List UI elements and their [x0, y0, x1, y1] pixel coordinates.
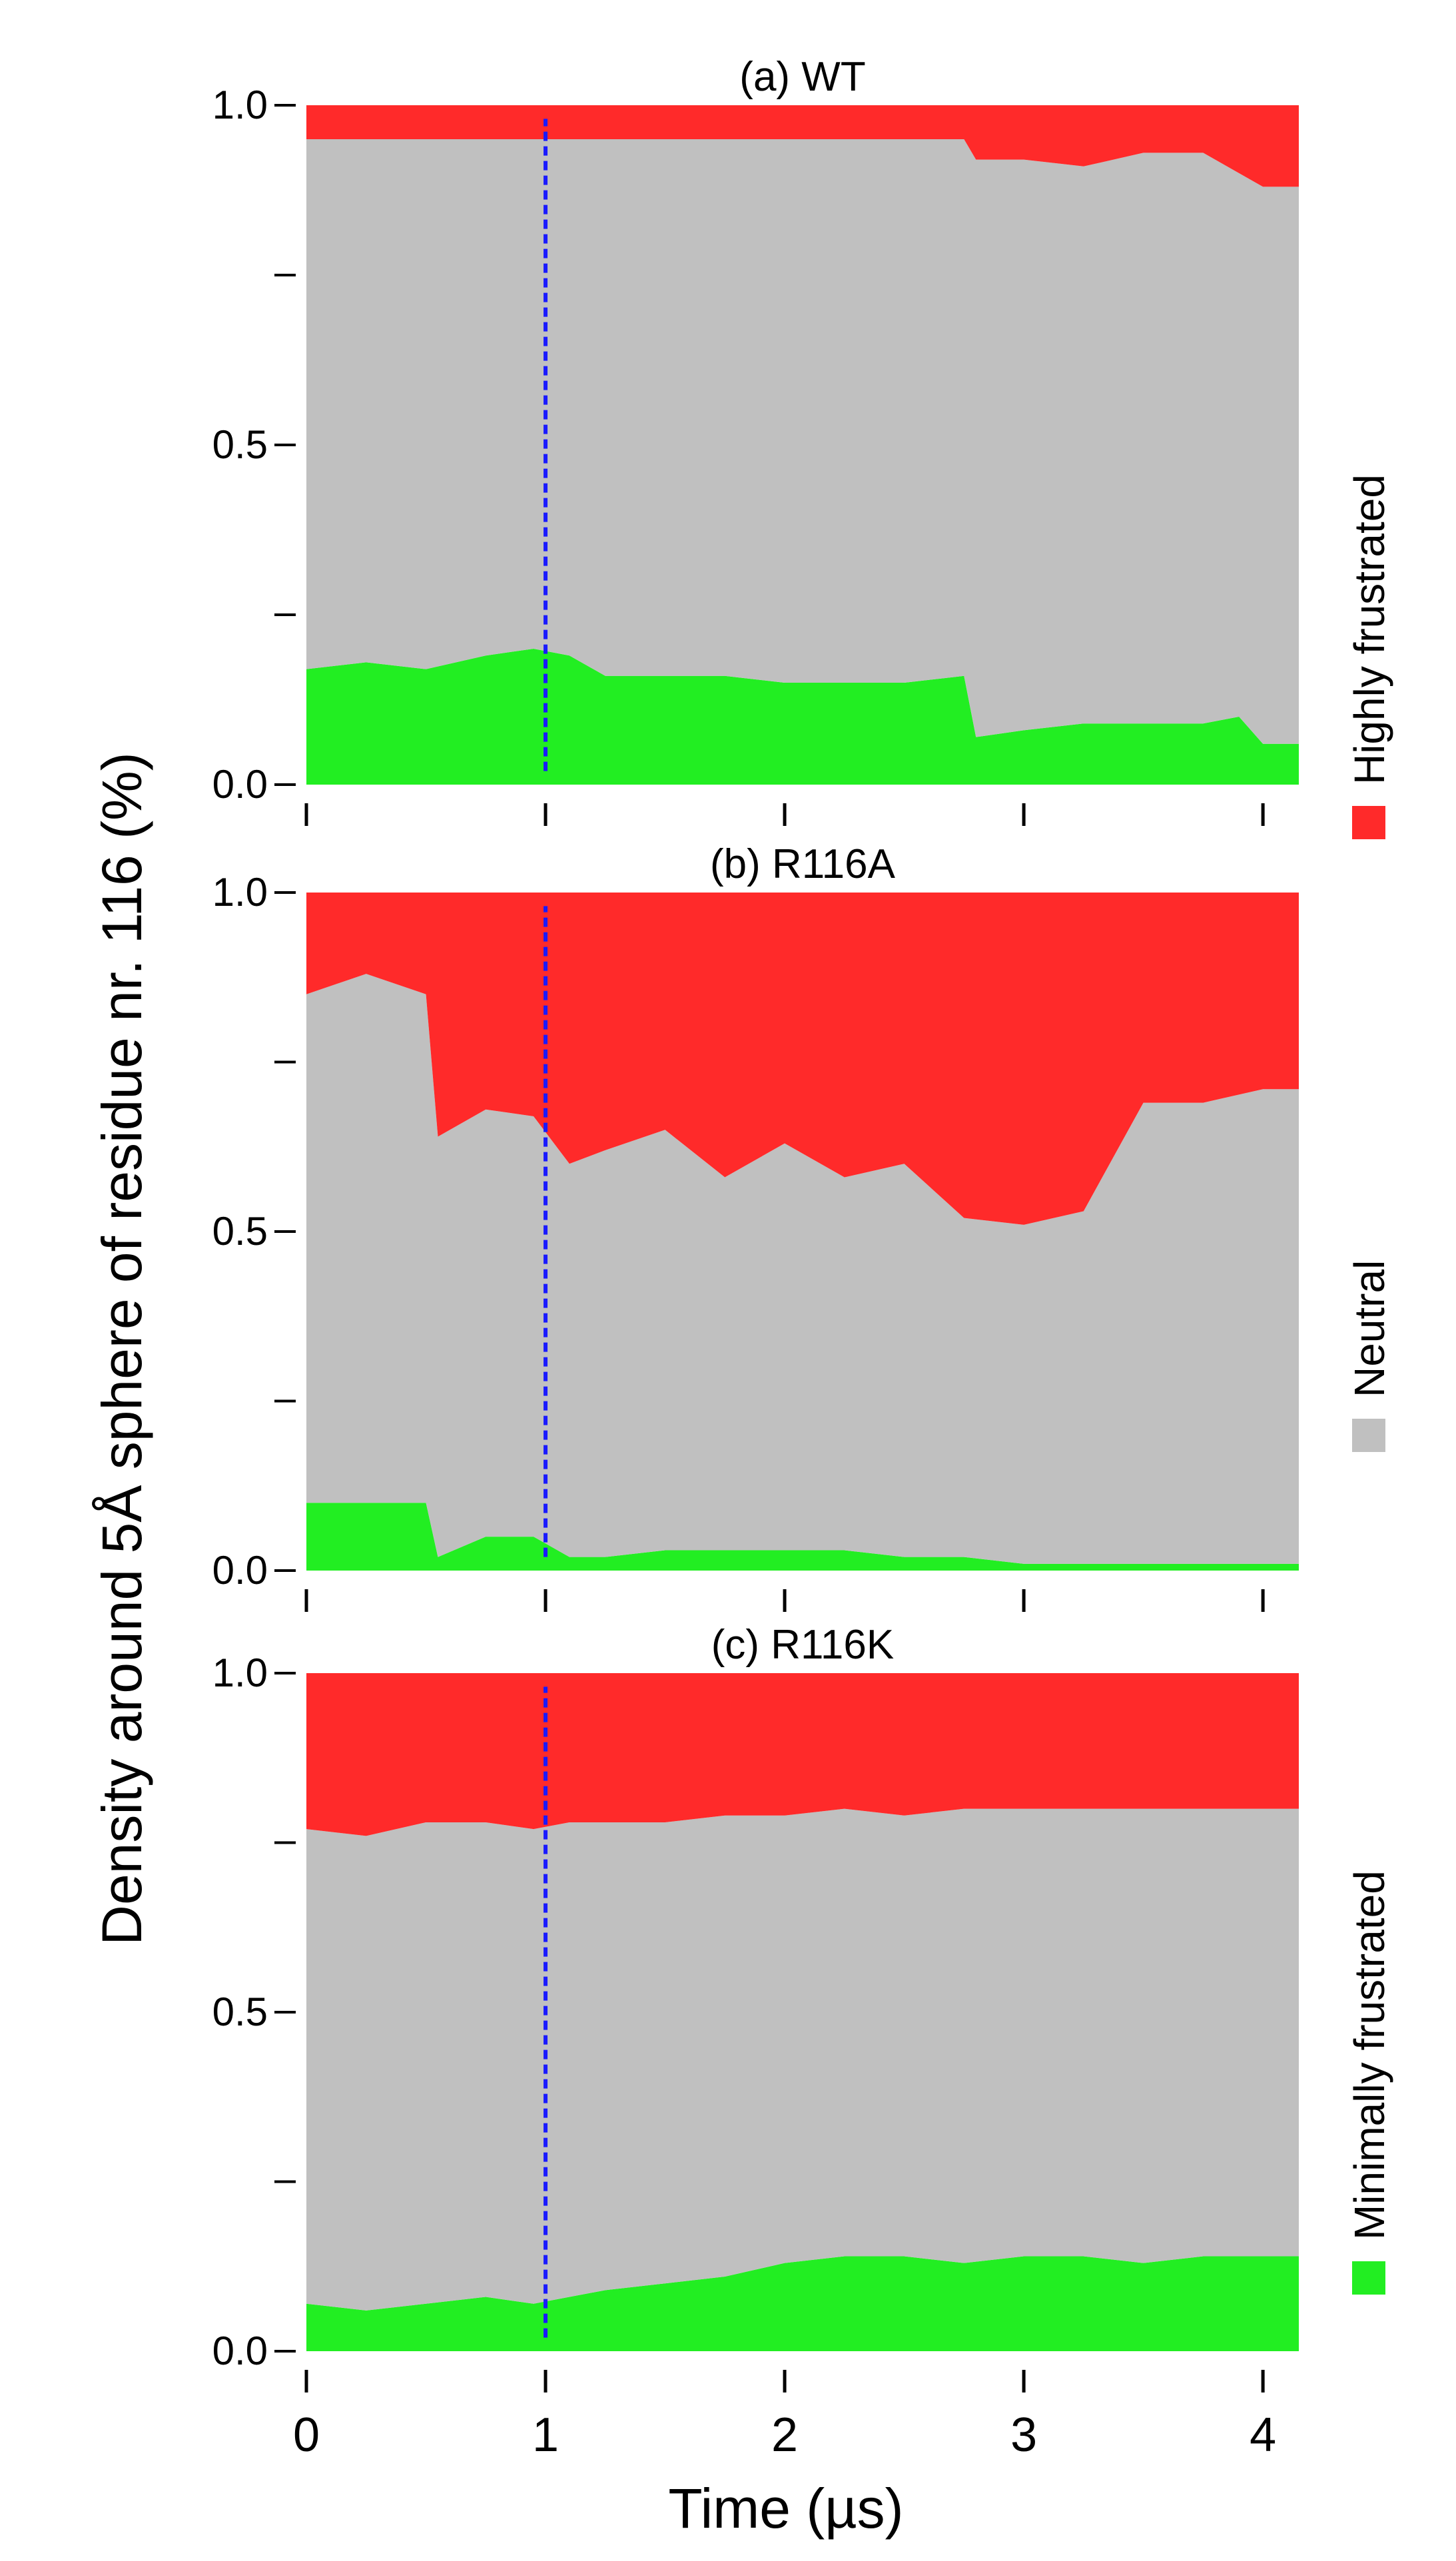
- legend-swatch-neutral: [1352, 1419, 1385, 1452]
- area-minimally-panel-0: [306, 649, 1299, 785]
- area-minimally-panel-2: [306, 2256, 1299, 2351]
- y-tick-label-panel-2-0: 0.0: [212, 2329, 268, 2373]
- legend-swatch-minimally-frustrated: [1352, 2261, 1385, 2295]
- panel-title-1: (b) R116A: [710, 841, 896, 887]
- area-neutral-panel-0: [306, 139, 1299, 744]
- y-tick-label-panel-1-4: 1.0: [212, 870, 268, 915]
- legend: Highly frustrated Neutral Minimally frus…: [1345, 474, 1393, 2295]
- y-tick-label-panel-2-2: 0.5: [212, 1990, 268, 2034]
- y-tick-label-panel-0-2: 0.5: [212, 422, 268, 467]
- x-tick-label-panel-2-4: 4: [1250, 2408, 1276, 2462]
- area-neutral-panel-1: [306, 974, 1299, 1564]
- legend-label-neutral: Neutral: [1345, 1260, 1393, 1397]
- y-tick-label-panel-1-0: 0.0: [212, 1548, 268, 1593]
- legend-label-minimally-frustrated: Minimally frustrated: [1345, 1870, 1393, 2240]
- legend-label-highly-frustrated: Highly frustrated: [1345, 474, 1393, 785]
- panel-title-2: (c) R116K: [711, 1622, 895, 1668]
- y-axis-label: Density around 5Å sphere of residue nr. …: [91, 752, 153, 1945]
- y-tick-label-panel-2-4: 1.0: [212, 1650, 268, 1695]
- area-neutral-panel-2: [306, 1808, 1299, 2311]
- area-minimally-panel-1: [306, 1503, 1299, 1571]
- area-highly-panel-1: [306, 893, 1299, 1225]
- x-tick-label-panel-2-1: 1: [532, 2408, 559, 2462]
- panel-title-0: (a) WT: [739, 54, 865, 100]
- y-tick-label-panel-1-2: 0.5: [212, 1209, 268, 1254]
- x-tick-label-panel-2-2: 2: [771, 2408, 798, 2462]
- x-tick-label-panel-2-3: 3: [1010, 2408, 1037, 2462]
- legend-swatch-highly-frustrated: [1352, 806, 1385, 839]
- panel-2: (c) R116K 0.0 0.5 1.0 0 1 2 3 4: [212, 1622, 1299, 2462]
- x-axis-label: Time (µs): [668, 2477, 903, 2540]
- y-tick-label-panel-0-4: 1.0: [212, 83, 268, 127]
- y-tick-label-panel-0-0: 0.0: [212, 762, 268, 807]
- panel-0: (a) WT 0.0 0.5 1.0: [212, 54, 1299, 826]
- panel-1: (b) R116A 0.0 0.5 1.0: [212, 841, 1299, 1612]
- area-highly-panel-0: [306, 105, 1299, 187]
- x-tick-label-panel-2-0: 0: [293, 2408, 320, 2462]
- area-highly-panel-2: [306, 1673, 1299, 1836]
